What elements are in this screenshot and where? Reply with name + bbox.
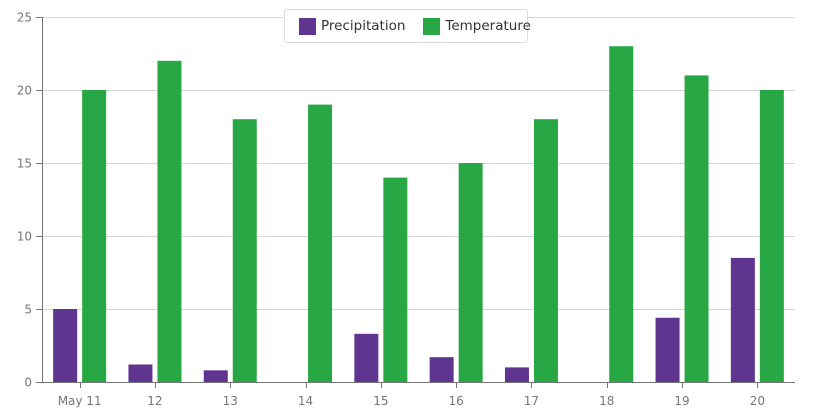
x-tick-label: 20 (750, 394, 765, 408)
temperature-bar (308, 104, 333, 382)
precipitation-bar (730, 257, 755, 382)
temperature-bar (82, 90, 107, 382)
legend-item-precipitation[interactable]: Precipitation (299, 17, 406, 35)
x-tick-label: May 11 (58, 394, 102, 408)
axes: 0 5 10 15 20 25 May 11 12 13 14 15 16 17 18 19 20 (17, 11, 795, 408)
temperature-bar (759, 90, 784, 382)
legend: Precipitation Temperature (284, 9, 531, 43)
x-tick-label: 15 (373, 394, 388, 408)
x-tick-label: 14 (298, 394, 313, 408)
x-tick-label: 12 (147, 394, 162, 408)
x-tick-label: 13 (223, 394, 238, 408)
temperature-bar (609, 46, 634, 382)
precipitation-bar (53, 309, 78, 382)
precipitation-bar (354, 333, 379, 382)
precipitation-bar (203, 370, 228, 382)
legend-label: Temperature (445, 18, 531, 34)
x-tick-label: 16 (449, 394, 464, 408)
temperature-bar (458, 163, 483, 382)
precipitation-bar (429, 357, 454, 382)
x-tick-label: 19 (674, 394, 689, 408)
temperature-bar (232, 119, 257, 382)
grid-lines (42, 17, 795, 310)
legend-item-temperature[interactable]: Temperature (423, 17, 531, 35)
y-tick-label: 5 (24, 303, 32, 317)
temperature-bar (533, 119, 558, 382)
precipitation-bar (504, 367, 529, 382)
y-tick-label: 15 (17, 157, 32, 171)
y-tick-label: 20 (17, 84, 32, 98)
precipitation-bar (655, 317, 680, 382)
bars (53, 46, 784, 383)
temperature-swatch-icon (423, 17, 441, 35)
temperature-bar (684, 75, 709, 383)
y-tick-label: 0 (24, 376, 32, 390)
x-tick-label: 18 (599, 394, 614, 408)
temperature-bar (383, 177, 408, 382)
temperature-bar (157, 60, 182, 383)
y-tick-label: 10 (17, 230, 32, 244)
legend-label: Precipitation (321, 18, 406, 34)
y-tick-label: 25 (17, 11, 32, 25)
precipitation-swatch-icon (299, 17, 316, 35)
x-tick-label: 17 (524, 394, 539, 408)
precipitation-bar (128, 364, 153, 382)
